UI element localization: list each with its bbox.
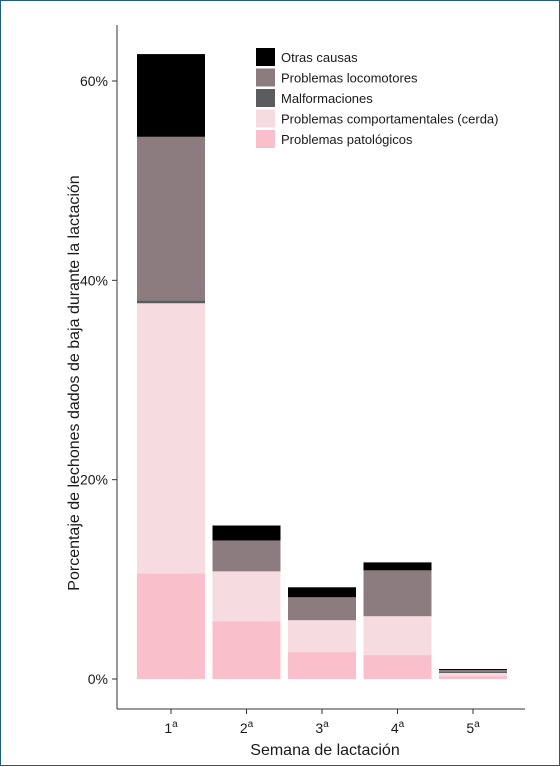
x-tick-label-4: 4a: [391, 719, 405, 736]
x-tick-label-2: 2a: [240, 719, 254, 736]
legend-label-malformaciones: Malformaciones: [281, 91, 373, 106]
bar-segment-malformaciones-5: [439, 672, 507, 674]
x-tick-label-superscript: a: [399, 719, 405, 730]
bar-segment-problemas-comportamentales-cerda-4: [363, 616, 432, 656]
legend-label-problemas-comportamentales-cerda: Problemas comportamentales (cerda): [281, 112, 498, 127]
y-tick-label-0: 0%: [88, 671, 108, 687]
bar-segment-otras-causas-4: [363, 562, 432, 571]
legend-label-problemas-locomotores: Problemas locomotores: [281, 71, 418, 86]
bar-segment-otras-causas-2: [212, 525, 281, 541]
x-axis-title: Semana de lactación: [250, 742, 399, 759]
bar-segment-problemas-comportamentales-cerda-5: [439, 673, 507, 677]
legend-swatch-malformaciones: [256, 89, 275, 107]
legend-swatch-problemas-locomotores: [256, 68, 275, 87]
bar-segment-problemas-patologicos-3: [288, 652, 356, 679]
bar-segment-problemas-patologicos-1: [137, 573, 205, 679]
x-tick-label-1: 1a: [164, 719, 178, 736]
x-tick-label-superscript: a: [323, 719, 329, 730]
legend-swatch-otras-causas: [256, 48, 275, 66]
y-tick-label-60: 60%: [80, 73, 108, 89]
bar-segment-problemas-locomotores-1: [137, 136, 205, 301]
x-tick-label-3: 3a: [315, 719, 329, 736]
bar-segment-problemas-locomotores-3: [288, 597, 356, 621]
legend-swatch-problemas-patologicos: [256, 130, 275, 148]
bar-segment-problemas-comportamentales-cerda-1: [137, 303, 205, 574]
axes-layer: 1a 2a 3a 4a 5a 0% 20% 40% 60%: [80, 25, 525, 736]
bar-segment-problemas-locomotores-2: [212, 540, 281, 572]
bars-layer: [137, 54, 507, 679]
x-tick-label-superscript: a: [248, 719, 254, 730]
bar-segment-problemas-locomotores-5: [439, 670, 507, 673]
bar-segment-otras-causas-5: [439, 669, 507, 671]
bar-segment-malformaciones-1: [137, 300, 205, 304]
y-axis-title: Porcentaje de lechones dados de baja dur…: [66, 175, 83, 590]
x-tick-label-superscript: a: [172, 719, 178, 730]
bar-segment-otras-causas-1: [137, 54, 205, 137]
y-tick-label-40: 40%: [80, 272, 108, 288]
bar-segment-problemas-patologicos-5: [439, 676, 507, 679]
bar-segment-problemas-locomotores-4: [363, 570, 432, 617]
legend: Otras causas Problemas locomotores Malform…: [256, 48, 498, 148]
x-tick-label-superscript: a: [474, 719, 480, 730]
y-tick-label-20: 20%: [80, 472, 108, 488]
x-tick-label-5: 5a: [466, 719, 480, 736]
legend-swatch-problemas-comportamentales-cerda: [256, 109, 275, 128]
bar-segment-problemas-comportamentales-cerda-2: [212, 571, 281, 622]
legend-label-problemas-patologicos: Problemas patológicos: [281, 132, 413, 147]
bar-segment-problemas-patologicos-2: [212, 621, 281, 679]
bar-segment-problemas-patologicos-4: [363, 655, 432, 679]
legend-label-otras-causas: Otras causas: [281, 50, 358, 65]
bar-segment-otras-causas-3: [288, 587, 356, 598]
bar-segment-problemas-comportamentales-cerda-3: [288, 620, 356, 653]
